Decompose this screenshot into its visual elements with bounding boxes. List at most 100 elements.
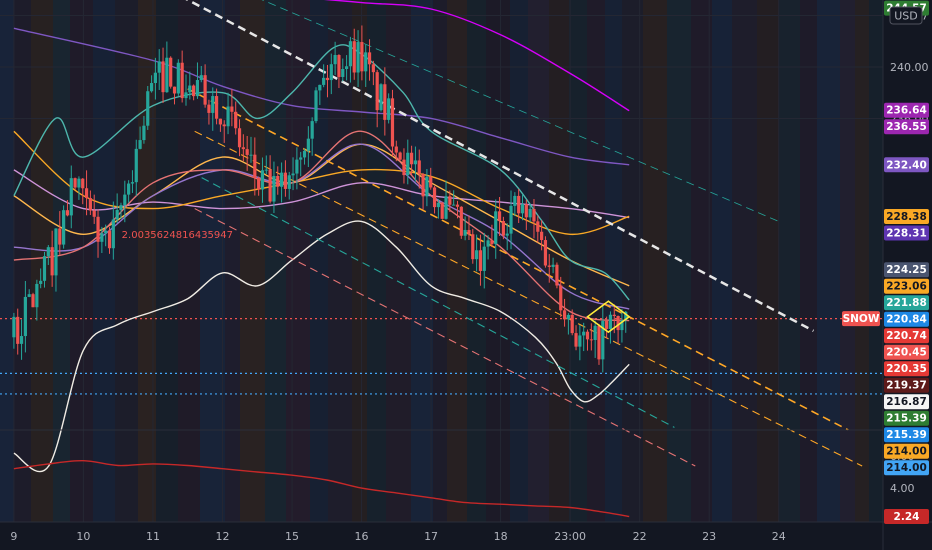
candle-body <box>295 159 299 174</box>
candle-body <box>203 75 207 105</box>
session-stripe <box>605 0 622 522</box>
candle-body <box>467 229 471 235</box>
candle-body <box>207 104 211 113</box>
candle-body <box>161 61 165 93</box>
candle-body <box>127 183 131 195</box>
candle-body <box>302 150 307 158</box>
symbol-label-text: SNOW <box>843 313 880 325</box>
candle-body <box>84 188 89 199</box>
session-stripe <box>156 0 178 522</box>
candle-body <box>268 169 272 202</box>
trend-line[interactable] <box>181 0 815 332</box>
session-stripe <box>328 0 352 522</box>
candle-body <box>475 250 479 260</box>
price-badge-label: 236.55 <box>886 121 927 133</box>
candle-body <box>494 211 498 245</box>
candle-body <box>146 91 150 126</box>
candle-body <box>348 41 353 67</box>
candle-body <box>299 157 303 160</box>
candle-body <box>344 66 349 70</box>
candle-body <box>421 174 425 197</box>
session-stripe <box>367 0 386 522</box>
candle-body <box>486 240 490 247</box>
horizontal-lines <box>0 318 883 395</box>
candle-body <box>616 315 620 331</box>
price-badge <box>884 344 929 360</box>
candle-body <box>448 196 452 205</box>
price-badge <box>884 311 929 327</box>
session-stripe <box>486 0 510 522</box>
price-badge <box>884 102 929 118</box>
candle-body <box>272 175 276 202</box>
candle-body <box>505 233 509 236</box>
trend-line[interactable] <box>187 88 849 431</box>
candle-body <box>517 195 521 214</box>
candle-body <box>65 210 70 216</box>
candle-body <box>104 230 108 234</box>
currency-button[interactable]: USD <box>889 6 923 25</box>
diamond-pattern[interactable] <box>586 300 631 334</box>
time-tick-label: 24 <box>772 530 786 543</box>
trend-lines[interactable] <box>181 0 863 467</box>
candle-body <box>69 178 73 216</box>
price-badge <box>884 377 929 393</box>
candle-body <box>337 54 341 77</box>
candle-body <box>574 333 578 347</box>
candle-body <box>597 325 601 360</box>
candle-body <box>585 331 590 340</box>
candle-body <box>260 170 265 190</box>
candle-body <box>620 320 624 331</box>
candle-body <box>547 265 551 267</box>
session-stripe <box>447 0 467 522</box>
candle-body <box>257 177 261 190</box>
candle-body <box>12 316 16 338</box>
price-badge-label: 220.84 <box>886 314 927 326</box>
candle-body <box>417 160 421 175</box>
candle-body <box>195 80 200 97</box>
candle-body <box>77 178 81 188</box>
candle-body <box>100 233 104 242</box>
candle-body <box>406 152 410 176</box>
candle-body <box>509 205 513 234</box>
pattern-drawing[interactable] <box>586 300 631 334</box>
session-stripe <box>869 0 883 522</box>
price-badge-label: 215.39 <box>886 429 927 441</box>
candle-body <box>325 77 330 81</box>
candle-body <box>62 210 66 245</box>
session-stripe <box>779 0 800 522</box>
session-stripe <box>352 0 367 522</box>
time-axis[interactable]: 9 10 11 12 15 16 17 18 23:00 22 23 24 <box>10 530 785 543</box>
candle-body <box>92 210 96 217</box>
candle-body <box>459 206 463 236</box>
candle-body <box>192 85 196 97</box>
trend-line[interactable] <box>194 208 696 467</box>
symbol-label[interactable]: SNOW <box>842 311 880 327</box>
trend-line[interactable] <box>201 177 675 428</box>
candle-body <box>383 84 387 120</box>
session-stripe <box>265 0 286 522</box>
candle-body <box>471 234 475 260</box>
candle-body <box>180 62 184 99</box>
candle-body <box>333 54 337 65</box>
candle-body <box>543 240 548 266</box>
price-badge-label: 232.40 <box>886 159 927 171</box>
candle-body <box>245 149 249 155</box>
time-tick-label: 9 <box>10 530 17 543</box>
candle-body <box>306 138 310 151</box>
candle-body <box>482 246 486 271</box>
session-stripe <box>732 0 757 522</box>
candle-body <box>172 86 177 94</box>
candle-body <box>559 285 563 311</box>
candle-body <box>432 187 437 208</box>
price-tick-label: 240.00 <box>890 61 929 74</box>
session-stripe <box>510 0 528 522</box>
price-badge <box>884 443 929 459</box>
candle-body <box>478 250 483 271</box>
candle-body <box>188 85 192 93</box>
session-stripe <box>855 0 869 522</box>
candle-body <box>19 336 24 344</box>
trend-line[interactable] <box>194 130 863 467</box>
moving-average-line <box>13 220 630 473</box>
candle-body <box>134 148 138 183</box>
